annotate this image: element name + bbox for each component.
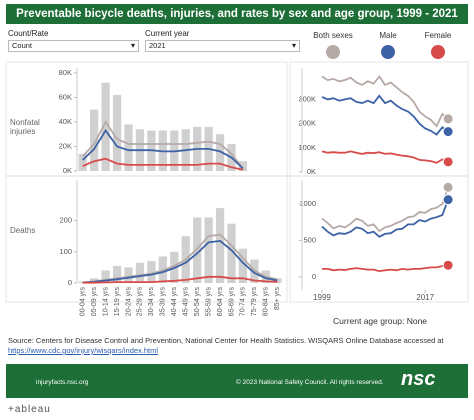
dropdown[interactable]: Count <box>8 40 139 52</box>
x-tick-label: 30-34 yrs <box>148 287 155 317</box>
line <box>321 150 449 164</box>
end-point <box>442 156 454 168</box>
y-tick-label: 1000 <box>299 199 316 208</box>
legend-label: Female <box>425 31 452 40</box>
y-tick-label: 300K <box>298 94 316 103</box>
legend-marker[interactable] <box>381 45 395 59</box>
y-tick-label: 0K <box>307 167 316 176</box>
dropdown[interactable]: 2021 <box>145 40 300 52</box>
footer: injuryfacts.nsc.org © 2023 National Safe… <box>6 364 468 398</box>
right-panel <box>289 61 469 303</box>
legend-label: Both sexes <box>313 31 353 40</box>
line <box>82 239 278 284</box>
left-panel <box>5 61 288 303</box>
legend-marker[interactable] <box>326 45 340 59</box>
source-link[interactable]: https://www.cdc.gov/injury/wisqars/index… <box>8 346 159 355</box>
x-tick-label: 2017 <box>416 293 434 302</box>
y-tick-label: 0K <box>63 166 72 175</box>
y-tick-label: 20K <box>59 141 72 150</box>
x-tick-label: 70-74 yrs <box>240 287 247 317</box>
bar <box>78 153 87 171</box>
y-tick-label: 0 <box>312 272 316 281</box>
line <box>82 128 244 170</box>
y-tick-label: 200K <box>298 119 316 128</box>
source-text: Source: Centers for Disease Control and … <box>8 336 444 345</box>
end-point <box>442 126 454 138</box>
tableau-logo[interactable]: +ableau <box>8 404 51 415</box>
legend-marker[interactable] <box>431 45 445 59</box>
x-tick-label: 05-09 yrs <box>91 287 98 317</box>
bar <box>101 270 110 283</box>
bar <box>238 248 248 283</box>
copyright: © 2023 National Safety Council. All righ… <box>236 379 384 386</box>
x-tick-label: 65-69 yrs <box>228 287 235 317</box>
line <box>322 264 449 273</box>
age-group-note: Current age group: None <box>333 316 428 326</box>
y-tick-label: 500 <box>303 235 316 244</box>
x-tick-label: 60-64 yrs <box>217 287 224 317</box>
line <box>82 157 244 171</box>
bar <box>135 262 145 283</box>
site[interactable]: injuryfacts.nsc.org <box>36 379 89 386</box>
x-tick-label: 50-54 yrs <box>194 287 201 317</box>
line <box>82 233 278 284</box>
bar <box>238 161 248 171</box>
bar <box>273 278 282 283</box>
charts: Both sexes Male Female 0K 20K 40K 60K 80K 0 100 20… <box>5 31 469 317</box>
end-point <box>442 259 454 271</box>
bar <box>147 261 156 283</box>
logo: nsc <box>401 368 436 390</box>
title-bar: Preventable bicycle deaths, injuries, an… <box>6 4 468 24</box>
control-label: Current year <box>145 29 190 38</box>
line <box>321 199 449 238</box>
bar <box>124 267 133 283</box>
line <box>321 94 449 136</box>
end-point <box>442 194 454 206</box>
line <box>82 120 244 170</box>
x-tick-label: 35-39 yrs <box>160 287 167 317</box>
x-tick-label: 25-29 yrs <box>137 287 144 317</box>
y-tick-label: 100K <box>298 143 316 152</box>
bar <box>215 134 225 171</box>
bar <box>124 124 133 171</box>
x-tick-label: 55-59 yrs <box>205 287 212 317</box>
y-label: Nonfatal injuries <box>10 118 40 136</box>
x-tick-label: 20-24 yrs <box>125 287 132 317</box>
y-tick-label: 40K <box>59 117 72 126</box>
line <box>321 74 449 128</box>
bar <box>101 82 110 171</box>
y-tick-label: 80K <box>59 68 72 77</box>
y-tick-label: 0 <box>68 278 72 287</box>
x-tick-label: 45-49 yrs <box>183 287 190 317</box>
y-tick-label: 60K <box>59 92 72 101</box>
bar <box>227 223 236 283</box>
line <box>82 275 278 284</box>
line <box>321 187 449 233</box>
bar <box>215 208 225 283</box>
x-tick-label: 80-84 yrs <box>263 287 270 317</box>
y-label: Deaths <box>10 226 36 235</box>
end-point <box>442 181 454 193</box>
x-tick-label: 40-44 yrs <box>171 287 178 317</box>
bar <box>204 217 213 283</box>
bar <box>90 109 99 171</box>
bar <box>193 217 202 283</box>
x-tick-label: 10-14 yrs <box>102 287 109 317</box>
y-tick-label: 100 <box>59 247 72 256</box>
end-point <box>442 113 454 125</box>
x-tick-label: 75-79 yrs <box>251 287 258 317</box>
bar <box>112 265 122 283</box>
bar <box>112 94 122 171</box>
x-tick-label: 1999 <box>313 293 331 302</box>
x-tick-label: 85+ yrs <box>274 287 281 311</box>
source: Source: Centers for Disease Control and … <box>8 336 448 356</box>
x-tick-label: 15-19 yrs <box>114 287 121 317</box>
legend-label: Male <box>379 31 397 40</box>
control-label: Count/Rate <box>8 29 49 38</box>
x-tick-label: 00-04 yrs <box>80 287 87 317</box>
y-tick-label: 200 <box>59 216 72 225</box>
